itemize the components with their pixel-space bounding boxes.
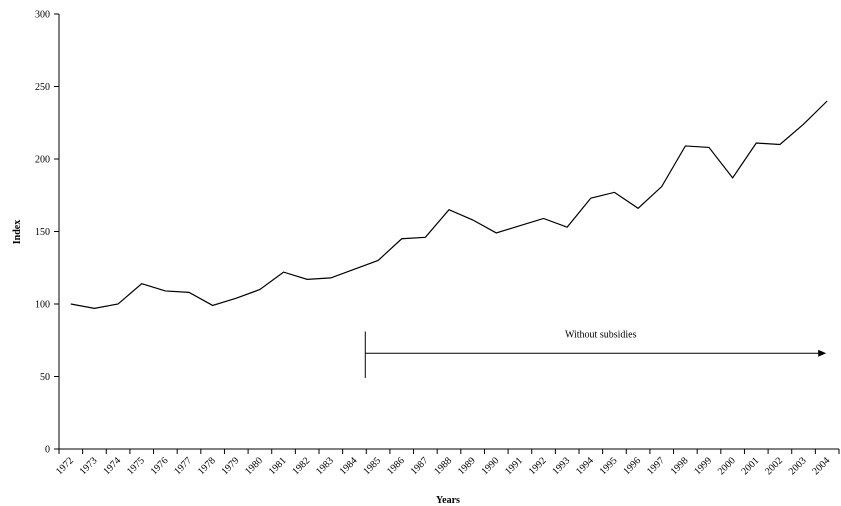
x-tick-label: 1977 — [172, 455, 194, 477]
x-tick-label: 1999 — [692, 455, 714, 477]
x-tick-label: 1996 — [621, 455, 643, 477]
annotation-arrowhead — [818, 349, 827, 357]
x-tick-label: 1995 — [598, 455, 620, 477]
x-tick-label: 1994 — [574, 455, 596, 477]
x-axis-title: Years — [436, 495, 460, 506]
y-tick-label: 250 — [35, 82, 50, 93]
y-tick-label: 150 — [35, 227, 50, 238]
y-tick-label: 0 — [45, 445, 50, 456]
x-tick-label: 1998 — [669, 455, 691, 477]
x-tick-label: 1989 — [456, 455, 478, 477]
series-line — [70, 100, 828, 309]
x-tick-label: 1986 — [385, 455, 407, 477]
x-tick-label: 1982 — [290, 455, 312, 477]
x-tick-label: 1987 — [409, 455, 431, 477]
y-tick-label: 50 — [40, 372, 50, 383]
annotation-label: Without subsidies — [565, 329, 637, 340]
x-tick-label: 1981 — [267, 455, 289, 477]
x-tick-label: 1979 — [219, 455, 241, 477]
x-tick-label: 1983 — [314, 455, 336, 477]
x-tick-label: 2000 — [716, 455, 738, 477]
x-tick-label: 1990 — [479, 455, 501, 477]
x-tick-label: 1978 — [196, 455, 218, 477]
y-tick-label: 300 — [35, 10, 50, 21]
y-axis: 0 50 100 150 200 250 300 — [35, 10, 60, 456]
x-tick-label: 1980 — [243, 455, 265, 477]
x-tick-label: 1997 — [645, 455, 667, 477]
x-tick-label: 1972 — [54, 455, 76, 477]
x-tick-label: 1976 — [149, 455, 171, 477]
annotation-group: Without subsidies — [364, 329, 827, 378]
plot-area — [70, 100, 828, 309]
y-axis-title: Index — [12, 220, 23, 244]
x-tick-label: 2003 — [787, 455, 809, 477]
y-tick-label: 200 — [35, 155, 50, 166]
x-tick-label: 1975 — [125, 455, 147, 477]
x-tick-label: 1991 — [503, 455, 525, 477]
x-tick-label: 1973 — [78, 455, 100, 477]
x-tick-label: 1993 — [550, 455, 572, 477]
x-tick-label: 1988 — [432, 455, 454, 477]
x-tick-label: 1992 — [527, 455, 549, 477]
x-axis: 1972 1973 1974 1975 1976 1977 1978 1979 1980 1981… — [54, 448, 840, 477]
x-tick-label: 1974 — [101, 455, 123, 477]
x-tick-label: 2001 — [739, 455, 761, 477]
x-tick-label: 2004 — [810, 455, 832, 477]
x-tick-label: 1985 — [361, 455, 383, 477]
x-tick-label: 2002 — [763, 455, 785, 477]
y-tick-label: 100 — [35, 300, 50, 311]
x-tick-label: 1984 — [338, 455, 360, 477]
